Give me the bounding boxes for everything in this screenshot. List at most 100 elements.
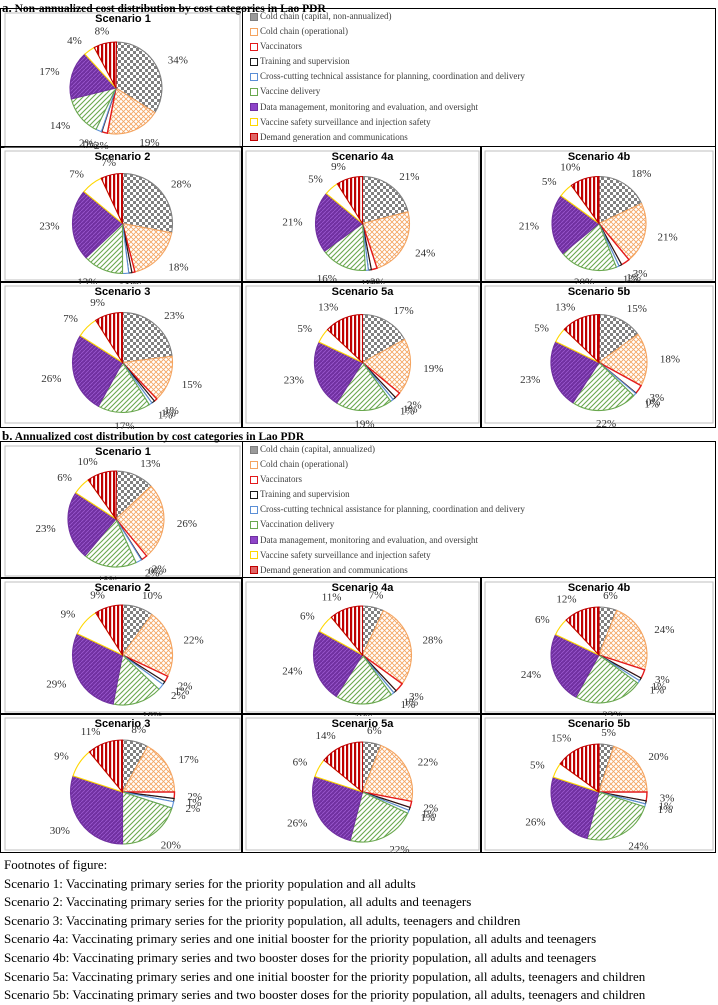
slice-label: 6% <box>367 725 382 737</box>
pie-slice <box>361 744 414 803</box>
pie-slice <box>598 745 648 793</box>
legend-item: Training and supervision <box>250 54 525 69</box>
pie-slice <box>97 361 151 414</box>
scenario-cell: Scenario 4a7%28%3%1%1%19%24%6%11% <box>241 577 482 716</box>
slice-label: 1% <box>401 699 416 711</box>
legend-item: Cold chain (operational) <box>250 24 525 39</box>
pie-slice <box>84 517 137 568</box>
slice-label: 6% <box>293 757 308 769</box>
slice-label: 3% <box>633 268 648 280</box>
pie-slice <box>87 470 118 521</box>
scenario-title: Scenario 3 <box>95 718 151 730</box>
pie-slice <box>121 745 176 793</box>
slice-label: 23% <box>284 375 304 387</box>
legend-swatch <box>250 72 258 81</box>
slice-label: 7% <box>63 313 78 325</box>
legend-swatch <box>250 490 258 499</box>
slice-label: 15% <box>182 379 202 391</box>
legend-label: Cold chain (operational) <box>260 459 348 470</box>
panel-a-title-text: Non-annualized cost distribution by cost… <box>14 3 326 15</box>
slice-label: 11% <box>322 592 342 604</box>
slice-label: 1% <box>365 278 380 284</box>
slice-label: 1% <box>649 684 664 696</box>
slice-label: 1% <box>404 697 419 709</box>
legend-swatch <box>250 505 258 514</box>
slice-label: 9% <box>90 297 105 309</box>
slice-label: 13% <box>555 301 575 313</box>
slice-label: 15% <box>627 303 647 315</box>
slice-label: 26% <box>41 373 61 385</box>
pie-chart: Scenario 1 34% 19% 2%0%2% 14% 17% 4% 8% <box>4 12 241 149</box>
legend-label: Cold chain (capital, annualized) <box>260 444 375 454</box>
pie-slice <box>312 630 364 698</box>
slice-label: 2% <box>185 803 200 815</box>
pie-slice <box>336 361 392 412</box>
slice-label: 2% <box>119 281 134 284</box>
chart-frame <box>484 581 714 713</box>
slice-label: 4% <box>67 35 82 47</box>
scenario-title: Scenario 2 <box>95 151 151 163</box>
slice-label: 24% <box>521 669 541 681</box>
slice-label: 9% <box>61 608 76 620</box>
pie-slice <box>551 195 600 255</box>
slice-label: 5% <box>542 176 557 188</box>
slice-label: 8% <box>131 724 146 736</box>
pie-chart: Scenario 4a7%28%3%1%1%19%24%6%11% <box>245 581 480 716</box>
chart-frame <box>4 12 241 148</box>
footnote-heading: Footnotes of figure: <box>4 857 108 872</box>
slice-label: 7% <box>101 157 116 169</box>
scenario-cell: Scenario 5a 6% 22% 2% 1% 1% 22% 26% 6% 14% <box>241 713 482 854</box>
pie-slice <box>69 775 124 845</box>
slice-label: 20% <box>574 277 594 284</box>
slice-label: 1% <box>161 407 176 419</box>
legend-label: Cross-cutting technical assistance for p… <box>260 504 525 515</box>
pie-slice <box>93 41 118 89</box>
scenario-cell: Scenario 3 8% 17% 2% 1% 2% 20% 30% 9% 11% <box>0 713 243 853</box>
legend-swatch <box>250 57 258 66</box>
slice-label: 26% <box>525 816 545 828</box>
pie-slice <box>563 313 601 364</box>
legend-swatch <box>250 536 258 545</box>
chart-frame <box>4 581 241 713</box>
scenario-title: Scenario 5a <box>332 718 395 730</box>
pie-slice <box>559 743 600 794</box>
slice-label: 26% <box>177 518 197 530</box>
scenario-cell: Scenario 5a 17% 19% 2% 1% 1% 19% 23% 5% 13% <box>241 281 482 429</box>
legend-item: Vaccine safety surveillance and injectio… <box>250 115 525 130</box>
legend-label: Vaccinators <box>260 41 302 52</box>
scenario-cell: Scenario 5b 15% 18% 3% 0% 1% 22% 23% 5% 13% <box>480 281 716 429</box>
pie-chart: Scenario 228%18%1%1%2%13%23%7%7% <box>4 150 241 284</box>
slice-label: 17% <box>114 420 134 429</box>
pie-slice <box>575 654 639 704</box>
legend-label: Vaccinators <box>260 474 302 485</box>
slice-label: 14% <box>50 120 70 132</box>
panel-b-legend: Cold chain (capital, annualized) Cold cha… <box>250 442 525 578</box>
pie-chart: Scenario 5a6%22%2%1%1%22%26%6%14% <box>245 717 480 854</box>
pie-slice <box>69 53 118 100</box>
legend-label: Demand generation and communications <box>260 131 408 142</box>
slice-label: 1% <box>400 406 415 418</box>
panel-a-legend: Cold chain (capital, non-annualized) Cold… <box>250 9 525 145</box>
slice-label: 23% <box>35 523 55 535</box>
pie-slice <box>349 791 409 843</box>
legend-swatch <box>250 521 258 530</box>
pie-slice <box>335 654 393 705</box>
pie-chart: Scenario 38% 17% 2%1%2% 20% 30% 9% 11% <box>4 717 241 852</box>
legend-swatch <box>250 133 258 142</box>
slice-label: 7% <box>369 589 384 601</box>
slice-label: 1% <box>164 405 179 417</box>
pie-slice <box>570 175 600 226</box>
slice-label: 29% <box>46 679 66 691</box>
slice-label: 15% <box>551 733 571 745</box>
scenario-cell: Scenario 113%26%2%0%2%18%23%6%10% <box>0 441 243 580</box>
scenario-cell: Scenario 3 23% 15% 1% 1% 1% 17% 26% 7% 9% <box>0 281 243 429</box>
legend-label: Vaccine delivery <box>260 86 321 97</box>
legend-label: Vaccination delivery <box>260 519 335 530</box>
legend-label: Vaccine safety surveillance and injectio… <box>260 549 431 560</box>
legend-swatch <box>250 118 258 127</box>
legend-label: Training and supervision <box>260 489 350 500</box>
pie-chart: Scenario 5b 15% 18% 3%0%1% 22% 23% 5% 13% <box>484 285 714 429</box>
pie-slice <box>550 776 600 840</box>
slice-label: 12% <box>556 593 576 605</box>
